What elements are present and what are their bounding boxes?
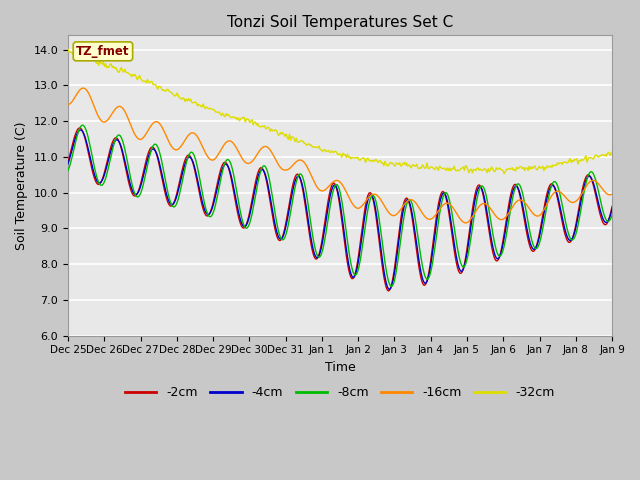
Text: TZ_fmet: TZ_fmet [76, 45, 130, 58]
Legend: -2cm, -4cm, -8cm, -16cm, -32cm: -2cm, -4cm, -8cm, -16cm, -32cm [120, 382, 560, 405]
Y-axis label: Soil Temperature (C): Soil Temperature (C) [15, 121, 28, 250]
Title: Tonzi Soil Temperatures Set C: Tonzi Soil Temperatures Set C [227, 15, 453, 30]
X-axis label: Time: Time [324, 361, 355, 374]
